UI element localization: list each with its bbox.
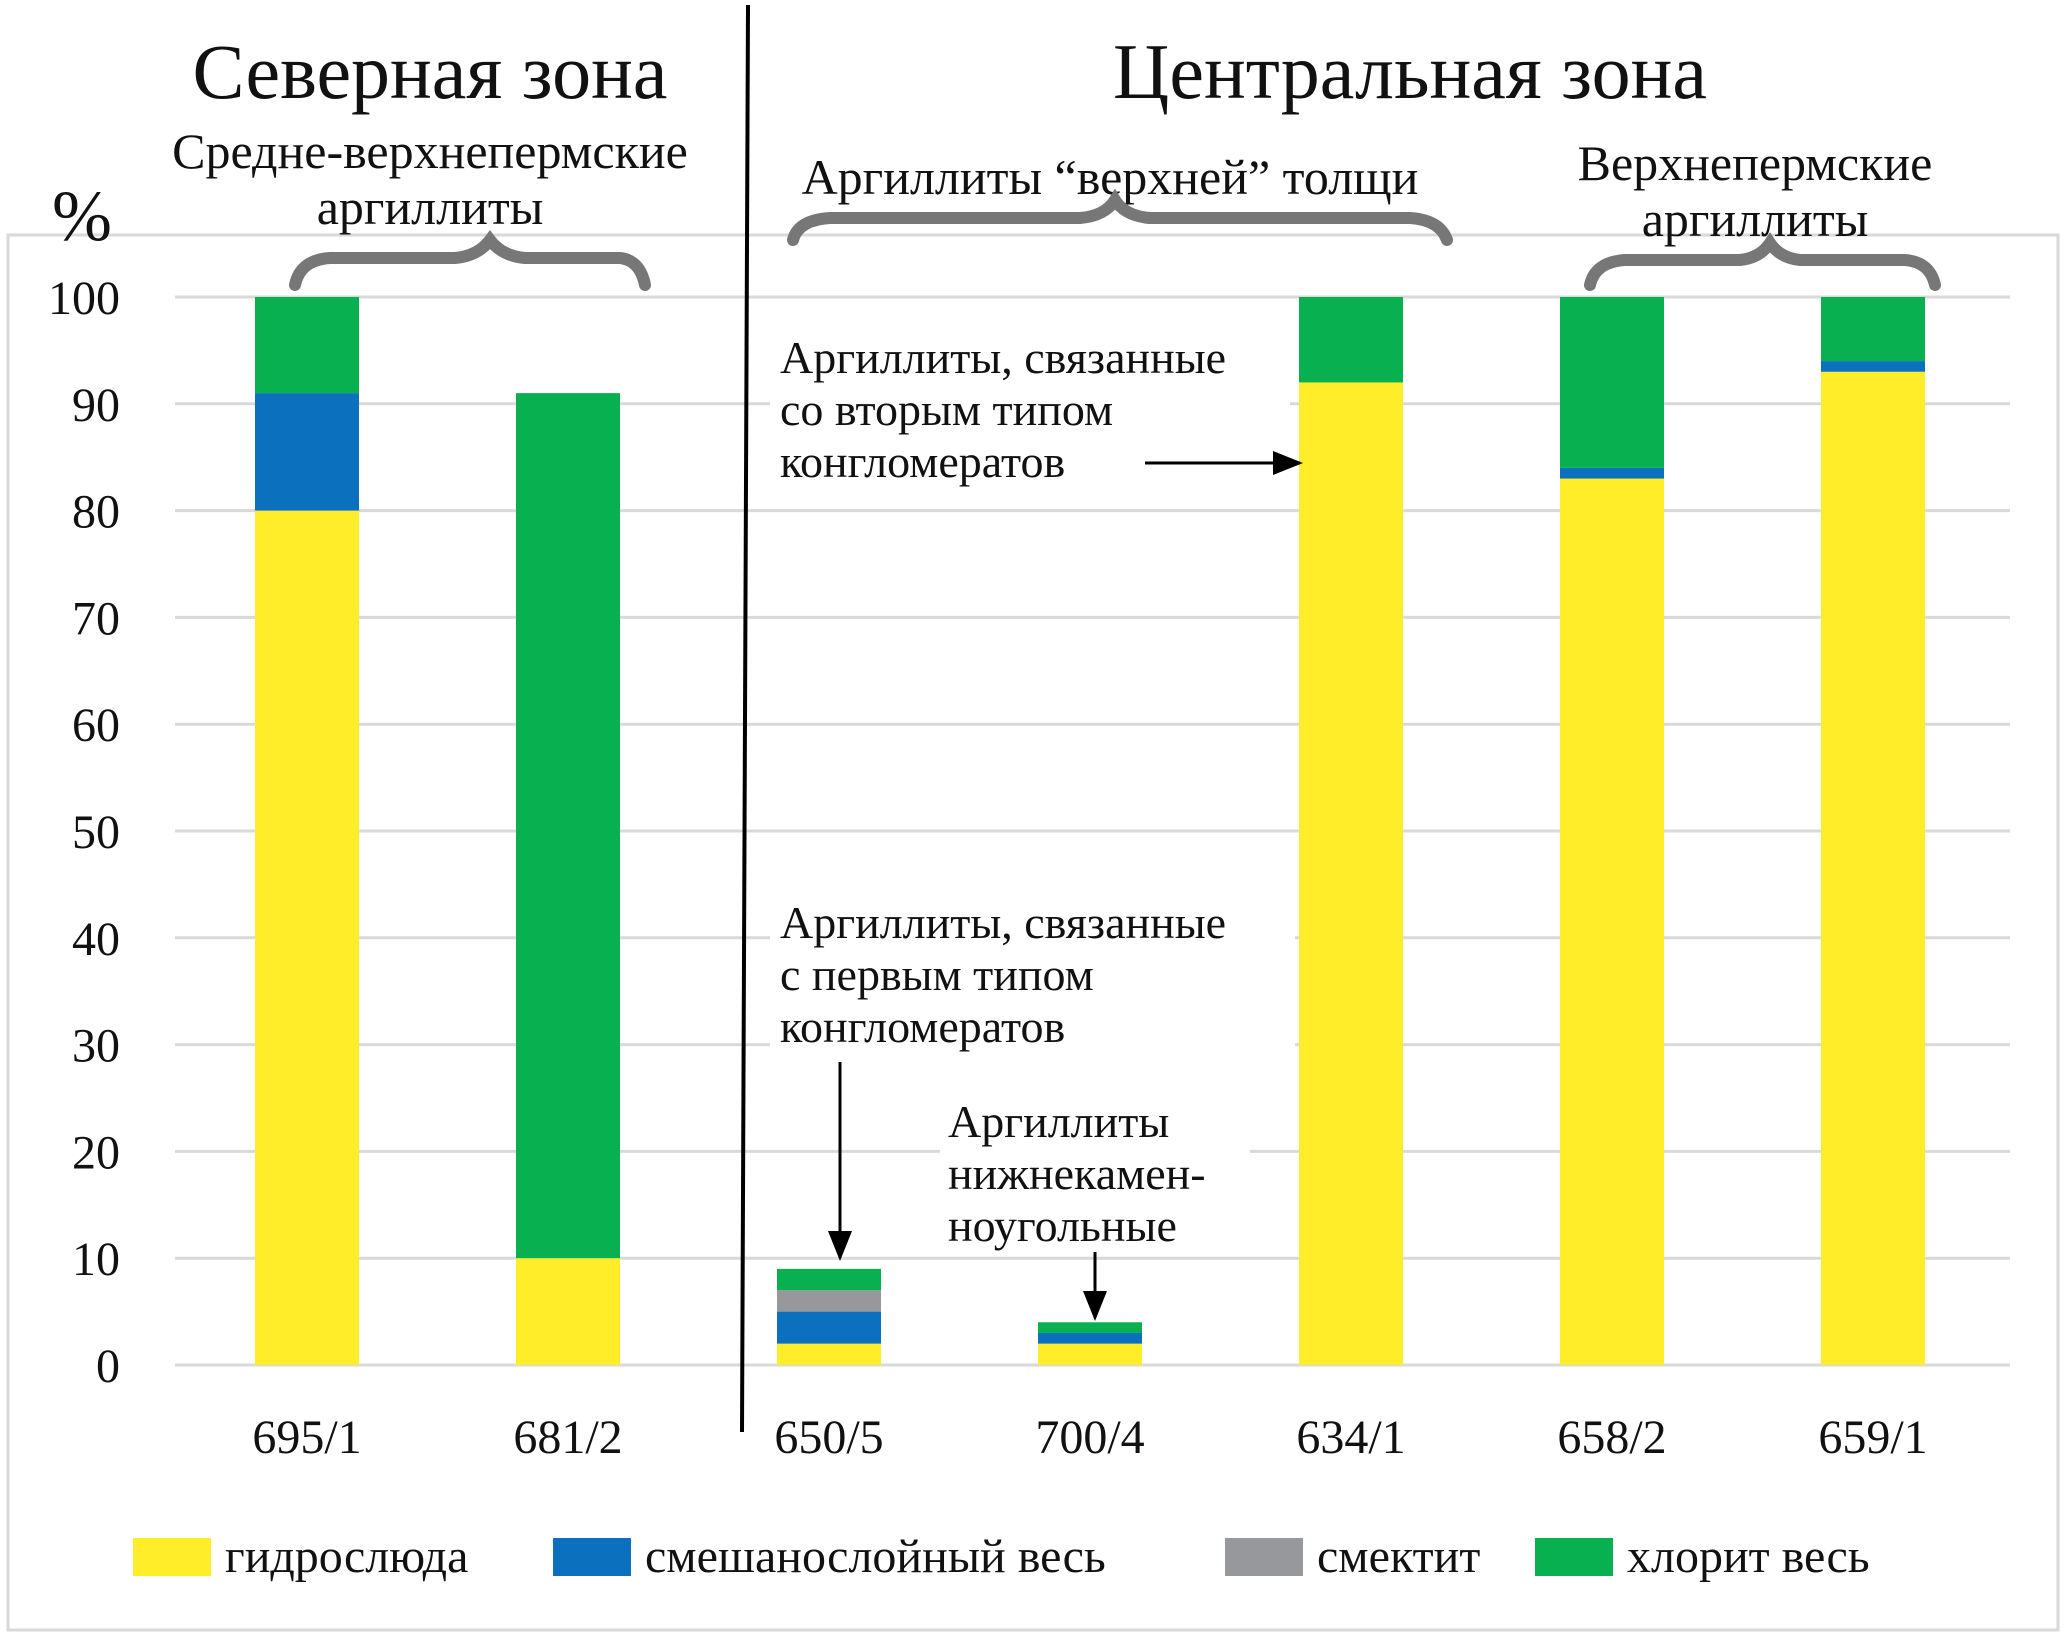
legend-label: смешанослойный весь — [645, 1530, 1106, 1583]
x-axis-ticks: 695/1 681/2 650/5 700/4 634/1 658/2 659/1 — [252, 1411, 1927, 1464]
bar-segment — [1038, 1343, 1142, 1365]
svg-text:Аргиллиты: Аргиллиты — [948, 1096, 1169, 1147]
annotation-second-type: Аргиллиты, связанные со вторым типом кон… — [770, 325, 1303, 487]
zone-title-central: Центральная зона — [1113, 28, 1707, 115]
brace-upper-permian — [1584, 232, 1941, 291]
legend-item: гидрослюда — [133, 1530, 468, 1583]
legend-swatch — [1535, 1538, 1613, 1576]
bar-segment — [255, 297, 359, 394]
legend-item: смектит — [1225, 1530, 1480, 1583]
svg-text:конгломератов: конгломератов — [780, 436, 1065, 487]
bar-segment — [1299, 297, 1403, 383]
svg-text:с первым типом: с первым типом — [780, 949, 1094, 1000]
y-tick-label: 80 — [72, 486, 120, 539]
bar-segment — [1299, 382, 1403, 1365]
brace-upper-strata — [787, 188, 1453, 246]
bar-segment — [777, 1343, 881, 1365]
bar-segment — [1038, 1322, 1142, 1333]
svg-text:со вторым типом: со вторым типом — [780, 384, 1113, 435]
bar-segment — [255, 393, 359, 511]
group-label-north-line2: аргиллиты — [317, 179, 544, 235]
legend-item: смешанослойный весь — [553, 1530, 1106, 1583]
svg-text:Аргиллиты, связанные: Аргиллиты, связанные — [780, 897, 1226, 948]
y-tick-label: 40 — [72, 913, 120, 966]
x-tick-label: 695/1 — [252, 1411, 361, 1464]
bar-segment — [1821, 361, 1925, 372]
svg-text:ноугольные: ноугольные — [948, 1200, 1177, 1251]
legend-swatch — [1225, 1538, 1303, 1576]
zone-title-north: Северная зона — [192, 28, 667, 115]
bar-segment — [255, 510, 359, 1366]
bar-segment — [1560, 478, 1664, 1365]
y-tick-label: 90 — [72, 379, 120, 432]
y-axis-ticks: 0 10 20 30 40 50 60 70 80 90 100 — [48, 272, 120, 1393]
svg-text:нижнекамен-: нижнекамен- — [948, 1148, 1206, 1199]
legend-label: хлорит весь — [1627, 1530, 1870, 1583]
zone-divider — [740, 4, 750, 1433]
bar-segment — [1821, 297, 1925, 362]
y-axis-label: % — [52, 176, 112, 256]
group-label-upper-permian-line1: Верхнепермские — [1578, 135, 1933, 191]
y-tick-label: 100 — [48, 272, 120, 325]
group-label-north-line1: Средне-верхнепермские — [172, 123, 688, 179]
x-tick-label: 681/2 — [513, 1411, 622, 1464]
group-label-upper-strata: Аргиллиты “верхней” толщи — [802, 149, 1419, 205]
y-tick-label: 50 — [72, 806, 120, 859]
bar-segment — [1038, 1332, 1142, 1344]
bar-segment — [777, 1290, 881, 1312]
annotation-first-type: Аргиллиты, связанные с первым типом конг… — [770, 890, 1295, 1261]
y-tick-label: 30 — [72, 1020, 120, 1073]
legend-swatch — [553, 1538, 631, 1576]
y-tick-label: 10 — [72, 1233, 120, 1286]
svg-text:конгломератов: конгломератов — [780, 1001, 1065, 1052]
bar-segment — [516, 1258, 620, 1365]
x-tick-label: 700/4 — [1035, 1411, 1144, 1464]
bar-segment — [1821, 371, 1925, 1365]
y-tick-label: 70 — [72, 592, 120, 645]
x-tick-label: 650/5 — [774, 1411, 883, 1464]
legend-swatch — [133, 1538, 211, 1576]
bar-segment — [1560, 297, 1664, 468]
bar-segment — [777, 1311, 881, 1344]
y-tick-label: 60 — [72, 699, 120, 752]
group-label-upper-permian-line2: аргиллиты — [1642, 191, 1869, 247]
x-tick-label: 658/2 — [1557, 1411, 1666, 1464]
x-tick-label: 659/1 — [1818, 1411, 1927, 1464]
bar-segment — [1560, 467, 1664, 479]
bars — [255, 297, 1925, 1366]
legend: гидрослюда смешанослойный весь смектит хлор… — [133, 1530, 1870, 1583]
bar-segment — [516, 393, 620, 1259]
annotation-lower-carboniferous: Аргиллиты нижнекамен- ноугольные — [940, 1090, 1250, 1321]
brace-north — [289, 230, 651, 291]
y-tick-label: 0 — [96, 1340, 120, 1393]
y-tick-label: 20 — [72, 1126, 120, 1179]
bar-segment — [777, 1268, 881, 1291]
legend-label: гидрослюда — [225, 1530, 468, 1583]
x-tick-label: 634/1 — [1296, 1411, 1405, 1464]
legend-item: хлорит весь — [1535, 1530, 1870, 1583]
svg-text:Аргиллиты, связанные: Аргиллиты, связанные — [780, 332, 1226, 383]
legend-label: смектит — [1317, 1530, 1480, 1583]
